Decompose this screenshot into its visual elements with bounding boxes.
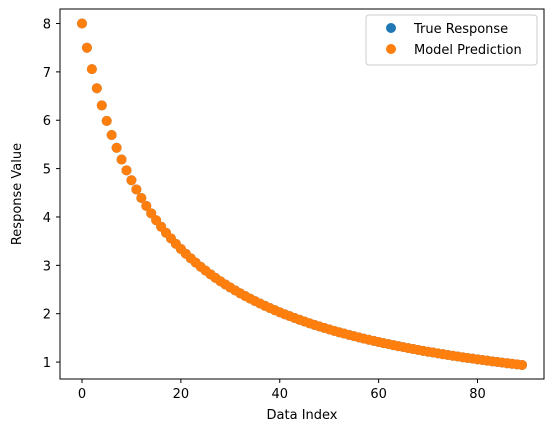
y-tick-label: 8	[43, 18, 51, 33]
model-prediction-point	[126, 175, 137, 186]
legend: True Response Model Prediction	[365, 14, 538, 66]
y-tick-label: 6	[43, 114, 51, 129]
model-prediction-point	[96, 100, 107, 111]
model-prediction-point	[116, 154, 127, 165]
legend-label-model-prediction: Model Prediction	[414, 43, 522, 58]
plot-area	[77, 18, 527, 370]
model-prediction-point	[86, 64, 97, 75]
model-prediction-point	[77, 18, 87, 29]
y-tick-label: 1	[43, 356, 51, 371]
y-tick-label: 7	[43, 66, 51, 81]
y-tick-label: 5	[43, 163, 51, 178]
model-prediction-point	[121, 165, 132, 176]
axes-frame	[59, 8, 545, 380]
model-prediction-point	[111, 142, 122, 153]
x-axis-ticks: 0 20 40 60 80	[78, 379, 486, 402]
legend-label-true-response: True Response	[413, 22, 508, 37]
x-tick-label: 60	[370, 387, 387, 402]
x-tick-label: 40	[271, 387, 288, 402]
series-model-prediction	[77, 18, 527, 370]
legend-marker-model-prediction	[386, 44, 396, 54]
x-tick-label: 80	[469, 387, 486, 402]
model-prediction-point	[106, 129, 117, 140]
y-axis-ticks: 1 2 3 4 5 6 7 8	[43, 18, 60, 371]
legend-marker-true-response	[386, 23, 396, 33]
model-prediction-point	[136, 193, 147, 203]
y-tick-label: 2	[43, 308, 51, 323]
x-tick-label: 20	[173, 387, 190, 402]
x-tick-label: 0	[78, 387, 86, 402]
y-tick-label: 3	[43, 259, 51, 274]
model-prediction-point	[146, 208, 157, 219]
model-prediction-point	[131, 184, 142, 195]
model-prediction-point	[141, 200, 152, 211]
y-axis-label: Response Value	[10, 143, 25, 245]
x-axis-label: Data Index	[267, 408, 338, 423]
y-tick-label: 4	[43, 211, 51, 226]
model-prediction-point	[517, 359, 527, 370]
model-prediction-point	[101, 115, 112, 126]
model-prediction-point	[91, 83, 102, 94]
legend-box	[365, 14, 538, 66]
model-prediction-point	[81, 42, 92, 53]
